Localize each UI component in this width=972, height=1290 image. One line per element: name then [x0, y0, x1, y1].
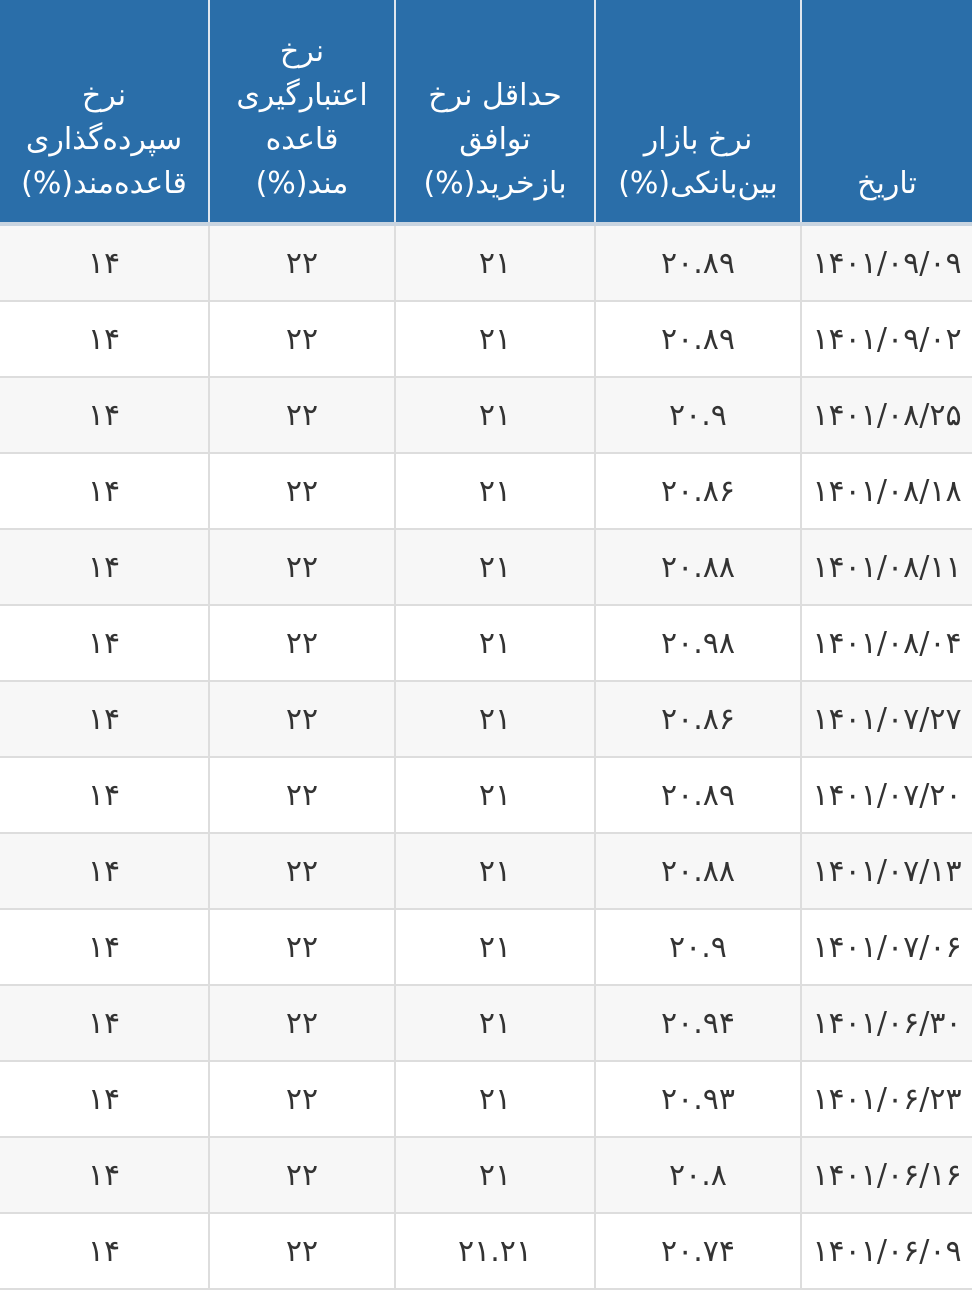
standing-lending-rate-cell: ۲۲	[208, 1213, 396, 1290]
interbank-rate-cell: ۲۰.۸۹	[594, 224, 802, 302]
table-row: ۱۴۰۱/۰۶/۰۹ ۲۰.۷۴ ۲۱.۲۱ ۲۲ ۱۴	[0, 1213, 972, 1290]
table-row: ۱۴۰۱/۰۹/۰۹ ۲۰.۸۹ ۲۱ ۲۲ ۱۴	[0, 224, 972, 302]
standing-deposit-rate-cell: ۱۴	[0, 605, 210, 682]
min-repo-rate-cell: ۲۱	[394, 757, 596, 834]
standing-lending-rate-cell: ۲۲	[208, 301, 396, 378]
standing-lending-rate-cell: ۲۲	[208, 1137, 396, 1214]
header-date: تاریخ	[800, 0, 972, 226]
interbank-rate-cell: ۲۰.۸	[594, 1137, 802, 1214]
min-repo-rate-cell: ۲۱	[394, 377, 596, 454]
interbank-rate-cell: ۲۰.۸۸	[594, 529, 802, 606]
table-row: ۱۴۰۱/۰۸/۰۴ ۲۰.۹۸ ۲۱ ۲۲ ۱۴	[0, 605, 972, 682]
interbank-rate-cell: ۲۰.۹۳	[594, 1061, 802, 1138]
table-row: ۱۴۰۱/۰۷/۱۳ ۲۰.۸۸ ۲۱ ۲۲ ۱۴	[0, 833, 972, 910]
date-cell: ۱۴۰۱/۰۸/۱۸	[800, 453, 972, 530]
date-cell: ۱۴۰۱/۰۷/۱۳	[800, 833, 972, 910]
table-row: ۱۴۰۱/۰۸/۱۸ ۲۰.۸۶ ۲۱ ۲۲ ۱۴	[0, 453, 972, 530]
standing-lending-rate-cell: ۲۲	[208, 1061, 396, 1138]
min-repo-rate-cell: ۲۱	[394, 985, 596, 1062]
min-repo-rate-cell: ۲۱	[394, 301, 596, 378]
min-repo-rate-cell: ۲۱	[394, 1061, 596, 1138]
date-cell: ۱۴۰۱/۰۹/۰۹	[800, 224, 972, 302]
date-cell: ۱۴۰۱/۰۶/۲۳	[800, 1061, 972, 1138]
min-repo-rate-cell: ۲۱	[394, 529, 596, 606]
standing-deposit-rate-cell: ۱۴	[0, 377, 210, 454]
date-cell: ۱۴۰۱/۰۶/۳۰	[800, 985, 972, 1062]
standing-lending-rate-cell: ۲۲	[208, 605, 396, 682]
standing-deposit-rate-cell: ۱۴	[0, 1137, 210, 1214]
header-min-repo-rate: حداقل نرخ توافق بازخرید(%)	[394, 0, 595, 226]
date-cell: ۱۴۰۱/۰۸/۰۴	[800, 605, 972, 682]
table-row: ۱۴۰۱/۰۸/۲۵ ۲۰.۹ ۲۱ ۲۲ ۱۴	[0, 377, 972, 454]
interbank-rate-cell: ۲۰.۹	[594, 377, 802, 454]
date-cell: ۱۴۰۱/۰۶/۱۶	[800, 1137, 972, 1214]
standing-deposit-rate-cell: ۱۴	[0, 985, 210, 1062]
standing-lending-rate-cell: ۲۲	[208, 224, 396, 302]
standing-deposit-rate-cell: ۱۴	[0, 681, 210, 758]
interbank-rate-cell: ۲۰.۸۶	[594, 681, 802, 758]
min-repo-rate-cell: ۲۱	[394, 833, 596, 910]
interbank-rate-cell: ۲۰.۹	[594, 909, 802, 986]
header-row: تاریخ نرخ بازار بین‌بانکی(%) حداقل نرخ ت…	[0, 0, 972, 226]
standing-deposit-rate-cell: ۱۴	[0, 757, 210, 834]
standing-deposit-rate-cell: ۱۴	[0, 1213, 210, 1290]
table-row: ۱۴۰۱/۰۶/۱۶ ۲۰.۸ ۲۱ ۲۲ ۱۴	[0, 1137, 972, 1214]
min-repo-rate-cell: ۲۱	[394, 224, 596, 302]
table-row: ۱۴۰۱/۰۷/۲۰ ۲۰.۸۹ ۲۱ ۲۲ ۱۴	[0, 757, 972, 834]
standing-deposit-rate-cell: ۱۴	[0, 909, 210, 986]
interbank-rate-cell: ۲۰.۹۴	[594, 985, 802, 1062]
min-repo-rate-cell: ۲۱.۲۱	[394, 1213, 596, 1290]
date-cell: ۱۴۰۱/۰۸/۱۱	[800, 529, 972, 606]
interbank-rate-cell: ۲۰.۸۸	[594, 833, 802, 910]
date-cell: ۱۴۰۱/۰۷/۲۷	[800, 681, 972, 758]
interbank-rate-cell: ۲۰.۷۴	[594, 1213, 802, 1290]
table-row: ۱۴۰۱/۰۸/۱۱ ۲۰.۸۸ ۲۱ ۲۲ ۱۴	[0, 529, 972, 606]
table-row: ۱۴۰۱/۰۶/۲۳ ۲۰.۹۳ ۲۱ ۲۲ ۱۴	[0, 1061, 972, 1138]
standing-lending-rate-cell: ۲۲	[208, 529, 396, 606]
standing-lending-rate-cell: ۲۲	[208, 453, 396, 530]
interbank-rate-cell: ۲۰.۸۹	[594, 301, 802, 378]
min-repo-rate-cell: ۲۱	[394, 453, 596, 530]
standing-deposit-rate-cell: ۱۴	[0, 301, 210, 378]
standing-lending-rate-cell: ۲۲	[208, 985, 396, 1062]
date-cell: ۱۴۰۱/۰۷/۲۰	[800, 757, 972, 834]
header-standing-deposit-rate: نرخ سپرده‌گذاری قاعده‌مند(%)	[0, 0, 209, 226]
standing-deposit-rate-cell: ۱۴	[0, 529, 210, 606]
standing-lending-rate-cell: ۲۲	[208, 909, 396, 986]
min-repo-rate-cell: ۲۱	[394, 909, 596, 986]
standing-deposit-rate-cell: ۱۴	[0, 224, 210, 302]
table-row: ۱۴۰۱/۰۷/۲۷ ۲۰.۸۶ ۲۱ ۲۲ ۱۴	[0, 681, 972, 758]
date-cell: ۱۴۰۱/۰۸/۲۵	[800, 377, 972, 454]
header-interbank-rate: نرخ بازار بین‌بانکی(%)	[594, 0, 801, 226]
date-cell: ۱۴۰۱/۰۷/۰۶	[800, 909, 972, 986]
table-row: ۱۴۰۱/۰۶/۳۰ ۲۰.۹۴ ۲۱ ۲۲ ۱۴	[0, 985, 972, 1062]
table-row: ۱۴۰۱/۰۷/۰۶ ۲۰.۹ ۲۱ ۲۲ ۱۴	[0, 909, 972, 986]
standing-deposit-rate-cell: ۱۴	[0, 453, 210, 530]
table-row: ۱۴۰۱/۰۹/۰۲ ۲۰.۸۹ ۲۱ ۲۲ ۱۴	[0, 301, 972, 378]
standing-lending-rate-cell: ۲۲	[208, 681, 396, 758]
min-repo-rate-cell: ۲۱	[394, 1137, 596, 1214]
standing-lending-rate-cell: ۲۲	[208, 377, 396, 454]
interbank-rate-cell: ۲۰.۸۹	[594, 757, 802, 834]
date-cell: ۱۴۰۱/۰۹/۰۲	[800, 301, 972, 378]
standing-deposit-rate-cell: ۱۴	[0, 1061, 210, 1138]
header-standing-lending-rate: نرخ اعتبارگیری قاعده مند(%)	[208, 0, 395, 226]
standing-lending-rate-cell: ۲۲	[208, 833, 396, 910]
date-cell: ۱۴۰۱/۰۶/۰۹	[800, 1213, 972, 1290]
standing-lending-rate-cell: ۲۲	[208, 757, 396, 834]
min-repo-rate-cell: ۲۱	[394, 681, 596, 758]
min-repo-rate-cell: ۲۱	[394, 605, 596, 682]
interbank-rate-cell: ۲۰.۹۸	[594, 605, 802, 682]
interbank-rate-cell: ۲۰.۸۶	[594, 453, 802, 530]
standing-deposit-rate-cell: ۱۴	[0, 833, 210, 910]
